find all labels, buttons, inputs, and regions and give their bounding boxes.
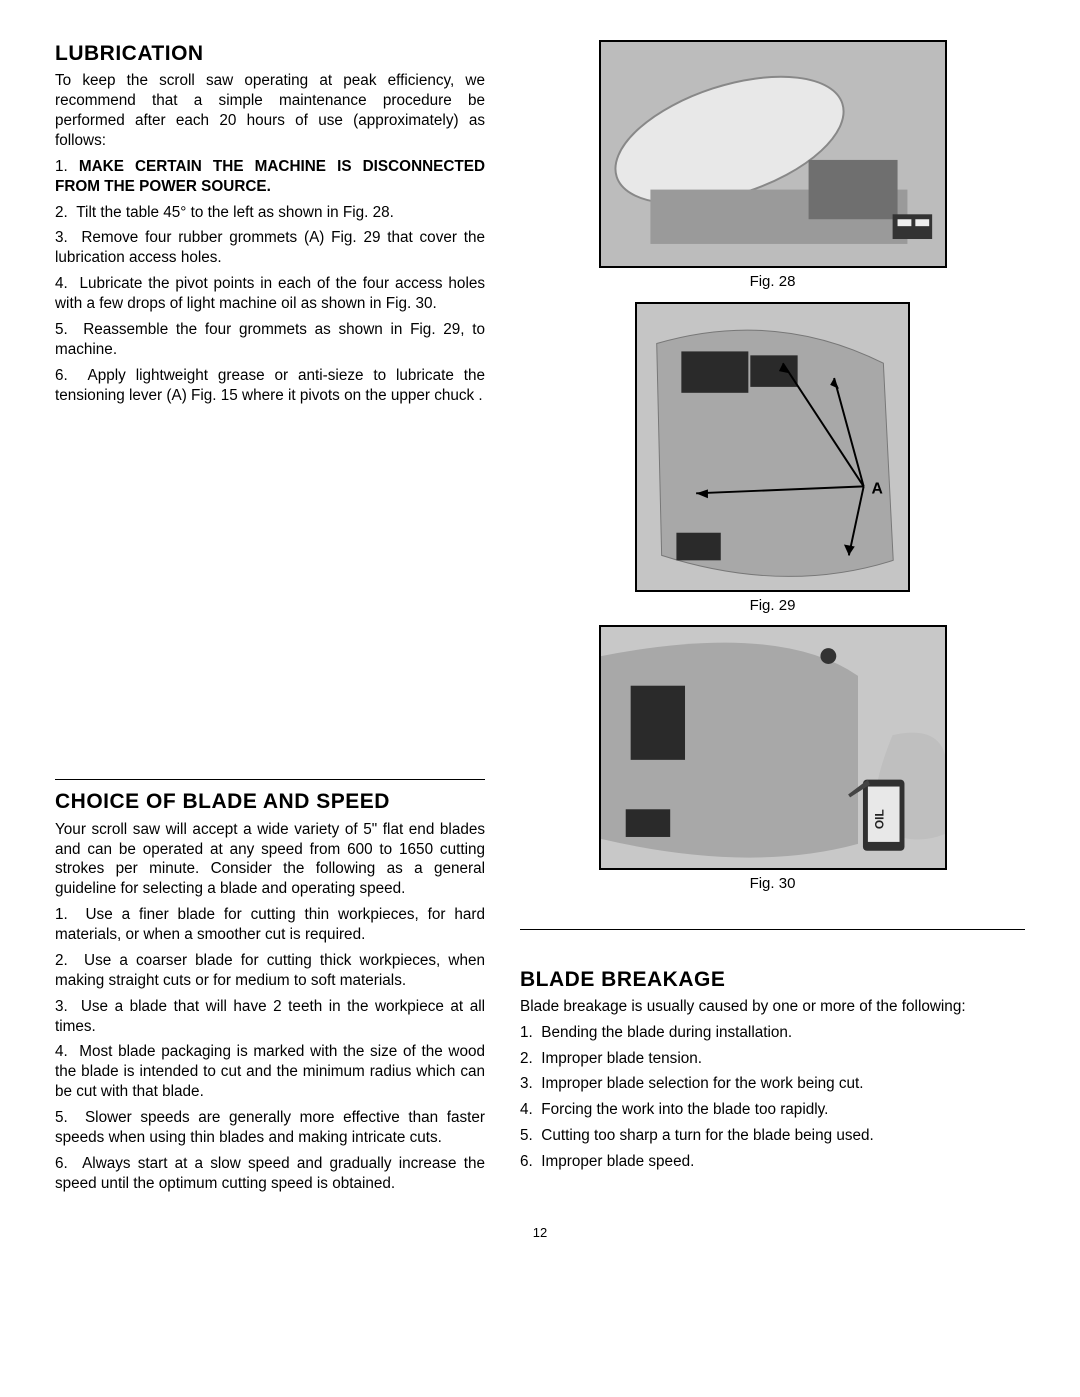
list-item: 5. Cutting too sharp a turn for the blad… (520, 1126, 1025, 1146)
list-item: 3. Improper blade selection for the work… (520, 1074, 1025, 1094)
svg-text:OIL: OIL (872, 809, 886, 829)
list-item: 4. Most blade packaging is marked with t… (55, 1042, 485, 1102)
left-column: LUBRICATION To keep the scroll saw opera… (55, 40, 485, 1200)
blade-breakage-intro: Blade breakage is usually caused by one … (520, 997, 1025, 1017)
list-item: 1. MAKE CERTAIN THE MACHINE IS DISCONNEC… (55, 157, 485, 197)
figure-28-caption: Fig. 28 (750, 272, 796, 292)
figure-30: OIL (599, 625, 947, 870)
list-item: 1. Bending the blade during installation… (520, 1023, 1025, 1043)
list-item: 6. Apply lightweight grease or anti-siez… (55, 366, 485, 406)
list-item: 2. Use a coarser blade for cutting thick… (55, 951, 485, 991)
list-item: 6. Always start at a slow speed and grad… (55, 1154, 485, 1194)
figure-30-caption: Fig. 30 (750, 874, 796, 894)
divider (55, 779, 485, 780)
page-number: 12 (55, 1225, 1025, 1242)
list-item: 2. Tilt the table 45° to the left as sho… (55, 203, 485, 223)
blade-breakage-heading: BLADE BREAKAGE (520, 966, 1025, 993)
list-item: 2. Improper blade tension. (520, 1049, 1025, 1069)
blade-breakage-list: 1. Bending the blade during installation… (520, 1023, 1025, 1172)
figure-29-label: A (872, 480, 883, 497)
list-item: 4. Lubricate the pivot points in each of… (55, 274, 485, 314)
lubrication-list: 1. MAKE CERTAIN THE MACHINE IS DISCONNEC… (55, 157, 485, 406)
blade-speed-heading: CHOICE OF BLADE AND SPEED (55, 788, 485, 815)
list-item: 5. Reassemble the four grommets as shown… (55, 320, 485, 360)
figure-29: A (635, 302, 910, 592)
right-column: Fig. 28 (520, 40, 1025, 1200)
list-item: 4. Forcing the work into the blade too r… (520, 1100, 1025, 1120)
spacer (55, 411, 485, 761)
divider (520, 929, 1025, 930)
blade-speed-list: 1. Use a finer blade for cutting thin wo… (55, 905, 485, 1193)
figure-29-caption: Fig. 29 (750, 596, 796, 616)
list-item: 5. Slower speeds are generally more effe… (55, 1108, 485, 1148)
list-item: 3. Remove four rubber grommets (A) Fig. … (55, 228, 485, 268)
lubrication-heading: LUBRICATION (55, 40, 485, 67)
figure-28 (599, 40, 947, 268)
list-item: 1. Use a finer blade for cutting thin wo… (55, 905, 485, 945)
lubrication-intro: To keep the scroll saw operating at peak… (55, 71, 485, 151)
blade-speed-intro: Your scroll saw will accept a wide varie… (55, 820, 485, 900)
list-item: 3. Use a blade that will have 2 teeth in… (55, 997, 485, 1037)
list-item: 6. Improper blade speed. (520, 1152, 1025, 1172)
